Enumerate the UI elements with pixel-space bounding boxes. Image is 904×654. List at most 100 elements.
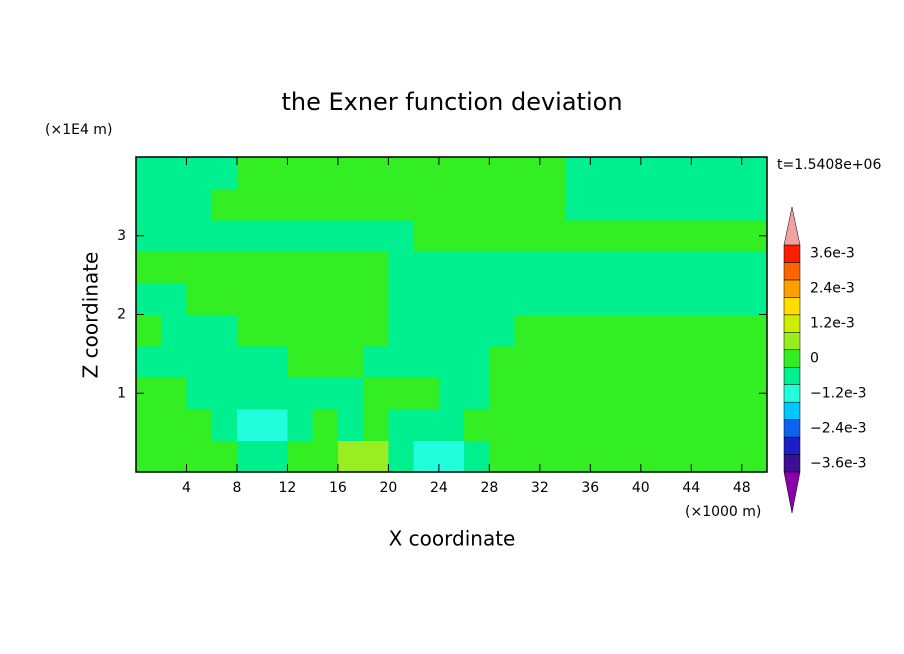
contour-cell: [312, 283, 339, 315]
contour-cell: [287, 346, 314, 378]
contour-cell: [161, 283, 187, 315]
contour-cell: [741, 314, 768, 347]
colorbar-tick-label: 3.6e-3: [810, 246, 855, 262]
contour-cell: [489, 440, 516, 473]
contour-cell: [161, 251, 187, 284]
contour-cell: [640, 314, 667, 347]
contour-cell: [211, 314, 238, 347]
contour-cell: [337, 220, 364, 252]
contour-cell: [590, 188, 617, 221]
x-tick-label: 8: [232, 480, 241, 496]
contour-cell: [514, 314, 541, 347]
contour-cell: [413, 377, 440, 410]
contour-cell: [211, 251, 238, 284]
contour-cell: [211, 409, 238, 441]
x-tick-label: 20: [379, 480, 397, 496]
contour-cell: [438, 440, 465, 473]
contour-cell: [590, 314, 617, 347]
x-tick-label: 32: [531, 480, 549, 496]
contour-cell: [691, 157, 718, 189]
contour-cell: [438, 409, 465, 441]
contour-cell: [716, 251, 743, 284]
contour-cell: [539, 283, 566, 315]
contour-cell: [211, 283, 238, 315]
contour-cell: [716, 314, 743, 347]
colorbar-band: [783, 366, 801, 385]
contour-cell: [413, 188, 440, 221]
colorbar-over: [783, 206, 801, 246]
contour-cell: [565, 188, 591, 221]
contour-cell: [262, 409, 288, 441]
contour-cell: [312, 314, 339, 347]
contour-cell: [590, 377, 617, 410]
colorbar-band: [783, 349, 801, 368]
x-tick-label: 40: [632, 480, 650, 496]
contour-cell: [438, 157, 465, 189]
contour-cell: [337, 251, 364, 284]
contour-cell: [615, 377, 642, 410]
contour-cell: [590, 251, 617, 284]
contour-cell: [741, 283, 768, 315]
contour-cell: [741, 346, 768, 378]
contour-cell: [186, 188, 213, 221]
contour-cell: [539, 409, 566, 441]
contour-cell: [388, 251, 415, 284]
contour-cell: [312, 220, 339, 252]
contour-cell: [640, 409, 667, 441]
contour-cell: [741, 409, 768, 441]
chart-title: the Exner function deviation: [281, 88, 622, 116]
contour-cell: [161, 314, 187, 347]
contour-cell: [590, 283, 617, 315]
contour-cell: [489, 314, 516, 347]
contour-cell: [464, 346, 490, 378]
y-tick-label: 1: [117, 385, 126, 401]
contour-cell: [514, 283, 541, 315]
colorbar-band: [783, 401, 801, 420]
colorbar-tick-label: 0: [810, 351, 819, 367]
contour-cell: [464, 283, 490, 315]
contour-cell: [741, 157, 768, 189]
contour-cell: [287, 220, 314, 252]
contour-cell: [514, 377, 541, 410]
time-label: t=1.5408e+06: [777, 157, 881, 173]
colorbar-tick-label: 1.2e-3: [810, 316, 855, 332]
contour-cell: [186, 220, 213, 252]
contour-cell: [716, 220, 743, 252]
contour-cell: [464, 157, 490, 189]
contour-cell: [666, 283, 692, 315]
contour-cell: [136, 157, 162, 189]
contour-cell: [691, 409, 718, 441]
contour-cell: [236, 283, 263, 315]
x-tick-label: 24: [430, 480, 448, 496]
contour-cell: [388, 283, 415, 315]
contour-cell: [615, 346, 642, 378]
contour-cell: [236, 188, 263, 221]
contour-cell: [262, 188, 288, 221]
contour-cell: [287, 409, 314, 441]
contour-cell: [565, 440, 591, 473]
contour-cell: [287, 157, 314, 189]
colorbar-tick-label: −3.6e-3: [810, 455, 867, 471]
contour-cell: [388, 409, 415, 441]
contour-cell: [388, 157, 415, 189]
contour-cell: [211, 346, 238, 378]
colorbar-band: [783, 262, 801, 281]
contour-cell: [640, 283, 667, 315]
contour-cell: [615, 220, 642, 252]
contour-cell: [741, 440, 768, 473]
contour-cell: [186, 377, 213, 410]
x-tick-label: 16: [329, 480, 347, 496]
contour-cell: [186, 283, 213, 315]
contour-cell: [161, 220, 187, 252]
contour-cell: [388, 220, 415, 252]
contour-cell: [539, 251, 566, 284]
contour-cell: [438, 188, 465, 221]
contour-cell: [565, 409, 591, 441]
colorbar-under: [783, 471, 801, 514]
x-tick-label: 4: [182, 480, 191, 496]
contour-cell: [489, 188, 516, 221]
contour-cell: [388, 188, 415, 221]
contour-cell: [161, 346, 187, 378]
contour-cell: [741, 188, 768, 221]
contour-cell: [363, 220, 389, 252]
